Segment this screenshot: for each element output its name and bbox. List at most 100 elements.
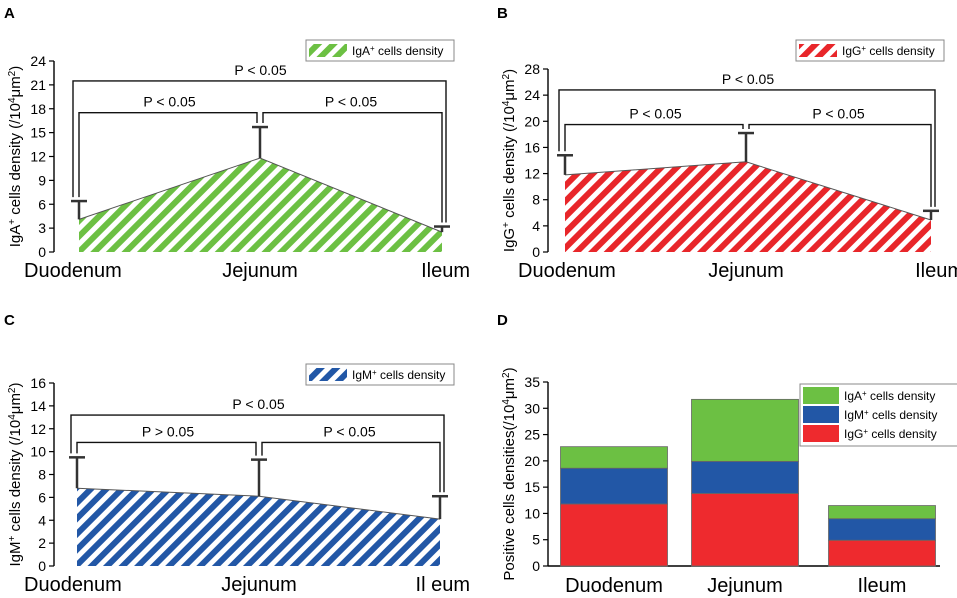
y-tick-label: 20 xyxy=(524,453,540,469)
bar-segment xyxy=(828,505,936,520)
legend: IgA+ cells density IgM+ cells density IgG+… xyxy=(799,383,957,447)
y-tick-label: 6 xyxy=(38,196,46,212)
y-tick-label: 15 xyxy=(524,479,540,495)
x-category-label: Duodenum xyxy=(24,260,122,282)
y-tick-label: 12 xyxy=(30,421,46,437)
legend-label: IgM+ cells density xyxy=(352,368,445,383)
significance-bracket xyxy=(564,123,744,152)
significance-bracket xyxy=(748,123,932,207)
bar-segment xyxy=(560,446,668,469)
y-tick-label: 25 xyxy=(524,427,540,443)
legend-label: IgM+ cells density xyxy=(844,408,937,423)
legend-label: IgA+ cells density xyxy=(844,389,935,404)
y-tick-label: 8 xyxy=(38,467,46,483)
legend-swatch xyxy=(803,406,839,423)
x-category-label: Duodenum xyxy=(24,574,122,596)
y-axis-label: IgG+ cells density (/104μm2) xyxy=(501,69,519,252)
y-tick-label: 10 xyxy=(524,505,540,521)
x-category-label: Jejunum xyxy=(222,260,298,282)
y-tick-label: 4 xyxy=(38,512,46,528)
x-category-label: Ileum xyxy=(858,575,907,597)
legend-swatch xyxy=(803,425,839,442)
panel-label: A xyxy=(4,5,15,22)
x-category-label: Jejunum xyxy=(708,260,784,282)
x-category-label: Jejunum xyxy=(707,575,783,597)
bar-segment xyxy=(691,493,799,567)
bar-segment xyxy=(828,539,936,567)
y-tick-label: 5 xyxy=(532,532,540,548)
y-tick-label: 0 xyxy=(532,558,540,574)
y-tick-label: 28 xyxy=(524,61,540,77)
area-fill xyxy=(77,488,440,566)
y-tick-label: 24 xyxy=(30,53,46,69)
y-tick-label: 10 xyxy=(30,444,46,460)
bar-segment xyxy=(691,460,799,494)
y-tick-label: 6 xyxy=(38,489,46,505)
y-tick-label: 0 xyxy=(532,244,540,260)
y-axis-label: Positive cells densities(/104μm2) xyxy=(501,367,519,580)
panel-a: A 0 3 6 9 12 15 18 21 24 IgA+ cells density (/104μ… xyxy=(4,5,470,282)
significance-label: P < 0.05 xyxy=(143,94,196,110)
significance-label: P < 0.05 xyxy=(234,62,287,78)
legend-label: IgG+ cells density xyxy=(842,44,935,59)
panel-d: D 0 5 10 15 20 25 30 35 Positive cells densities(… xyxy=(497,312,957,597)
y-tick-label: 3 xyxy=(38,220,46,236)
y-tick-label: 35 xyxy=(524,374,540,390)
y-tick-label: 9 xyxy=(38,172,46,188)
significance-bracket xyxy=(72,80,447,223)
y-tick-label: 12 xyxy=(30,149,46,165)
significance-bracket xyxy=(78,112,258,198)
y-tick-label: 12 xyxy=(524,166,540,182)
area-fill xyxy=(565,161,931,252)
significance-bracket xyxy=(558,89,936,207)
significance-label: P < 0.05 xyxy=(232,396,285,412)
x-category-label: Duodenum xyxy=(565,575,663,597)
x-category-label: Jejunum xyxy=(221,574,297,596)
x-category-label: Ileum xyxy=(421,260,470,282)
y-tick-label: 14 xyxy=(30,398,46,414)
panel-label: D xyxy=(497,312,508,329)
significance-label: P < 0.05 xyxy=(323,423,376,439)
significance-label: P < 0.05 xyxy=(629,106,682,122)
y-axis-label: IgM+ cells density (/104μm2) xyxy=(7,382,25,566)
legend-swatch xyxy=(803,387,839,404)
legend: IgG+ cells density xyxy=(795,39,945,62)
legend-swatch xyxy=(309,44,347,57)
y-tick-label: 4 xyxy=(532,218,540,234)
y-tick-label: 8 xyxy=(532,192,540,208)
x-category-label: Duodenum xyxy=(518,260,616,282)
y-tick-label: 16 xyxy=(524,139,540,155)
x-category-label: Ileum xyxy=(915,260,957,282)
y-tick-label: 2 xyxy=(38,535,46,551)
y-tick-label: 16 xyxy=(30,375,46,391)
panel-label: C xyxy=(4,312,15,329)
legend-label: IgA+ cells density xyxy=(352,44,443,59)
y-tick-label: 30 xyxy=(524,400,540,416)
significance-label: P < 0.05 xyxy=(812,106,865,122)
bar-segment xyxy=(560,503,668,567)
bar-segment xyxy=(828,518,936,541)
area-fill xyxy=(79,158,442,252)
significance-label: P < 0.05 xyxy=(325,94,378,110)
panel-label: B xyxy=(497,5,508,22)
y-tick-label: 18 xyxy=(30,101,46,117)
significance-bracket xyxy=(70,414,445,493)
significance-label: P < 0.05 xyxy=(722,71,775,87)
legend-swatch xyxy=(309,368,347,381)
legend-swatch xyxy=(799,44,837,57)
panel-b: B 0 4 8 12 16 20 24 28 IgG+ cells density (/104μm… xyxy=(497,5,957,282)
legend: IgA+ cells density xyxy=(305,39,455,62)
y-tick-label: 0 xyxy=(38,244,46,260)
panel-c: C 0 2 4 6 8 10 12 14 16 IgM+ cells density (/104μm… xyxy=(4,312,470,596)
y-tick-label: 20 xyxy=(524,113,540,129)
significance-label: P > 0.05 xyxy=(142,423,195,439)
y-tick-label: 24 xyxy=(524,87,540,103)
significance-bracket xyxy=(261,441,441,493)
x-category-label: Il eum xyxy=(416,574,470,596)
significance-bracket xyxy=(262,112,443,223)
y-tick-label: 0 xyxy=(38,558,46,574)
legend: IgM+ cells density xyxy=(305,363,455,386)
y-tick-label: 15 xyxy=(30,125,46,141)
y-axis-label: IgA+ cells density (/104μm2) xyxy=(7,66,25,248)
